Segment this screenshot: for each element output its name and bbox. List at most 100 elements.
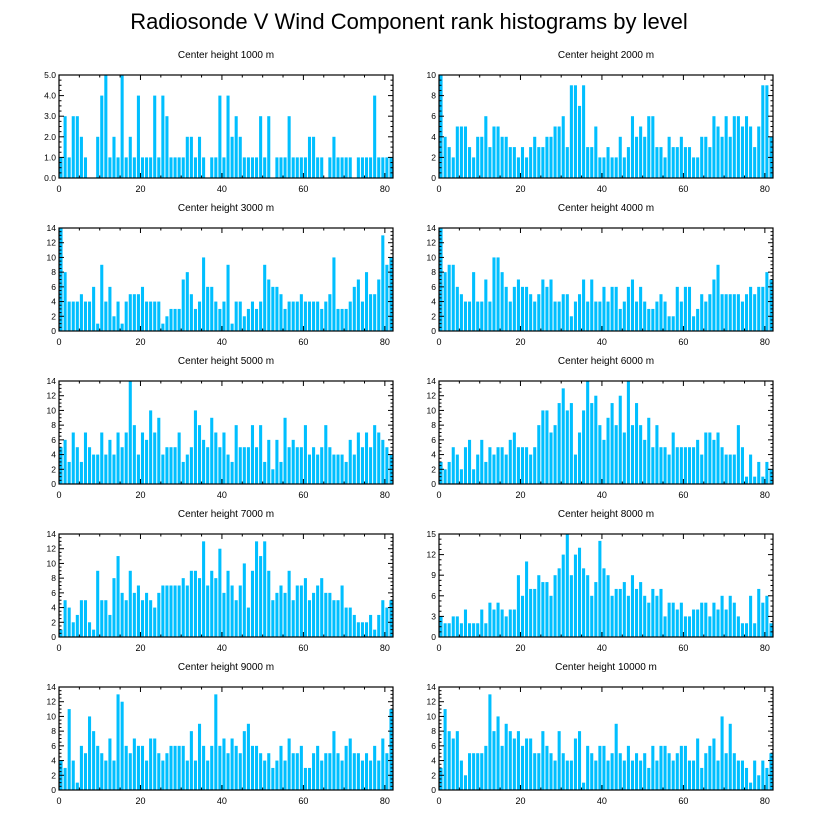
- histogram-bar: [193, 570, 197, 637]
- histogram-bar: [696, 738, 700, 790]
- histogram-bar: [459, 126, 463, 178]
- histogram-bar: [275, 286, 279, 331]
- histogram-bar: [708, 147, 712, 178]
- x-tick-label: 40: [597, 796, 607, 806]
- histogram-bar: [352, 614, 356, 637]
- histogram-bar: [488, 301, 492, 331]
- histogram-bar: [459, 294, 463, 331]
- x-tick-label: 60: [678, 796, 688, 806]
- histogram-bar: [675, 753, 679, 790]
- histogram-bar: [104, 454, 108, 484]
- histogram-bar: [749, 126, 753, 178]
- histogram-bar: [484, 623, 488, 637]
- histogram-bar: [303, 301, 307, 331]
- histogram-bar: [553, 425, 557, 484]
- histogram-bar: [193, 308, 197, 331]
- histogram-bar: [712, 738, 716, 790]
- histogram-bar: [67, 709, 71, 790]
- histogram-bar: [153, 95, 157, 178]
- histogram-bar: [71, 622, 75, 637]
- histogram-bar: [206, 760, 210, 790]
- y-tick-label: 4: [51, 756, 56, 766]
- histogram-bar: [246, 723, 250, 790]
- histogram-bar: [279, 585, 283, 637]
- histogram-bar: [537, 575, 541, 637]
- histogram-bar: [463, 775, 468, 790]
- histogram-bar: [626, 381, 630, 484]
- histogram-bar: [299, 157, 303, 178]
- histogram-bar: [659, 447, 663, 484]
- histogram-bar: [476, 623, 480, 637]
- histogram-bar: [651, 745, 655, 790]
- histogram-bar: [336, 308, 340, 331]
- histogram-bar: [724, 753, 728, 790]
- histogram-bar: [500, 745, 504, 790]
- histogram-bar: [586, 745, 590, 790]
- histogram-bar: [598, 745, 602, 790]
- histogram-bar: [263, 760, 267, 790]
- histogram-bar: [753, 294, 757, 331]
- x-tick-label: 80: [760, 643, 770, 653]
- histogram-bar: [602, 439, 606, 484]
- x-tick-label: 40: [597, 490, 607, 500]
- y-tick-label: 2: [431, 152, 436, 162]
- histogram-bar: [573, 454, 577, 484]
- histogram-bar: [173, 447, 177, 484]
- histogram-bar: [271, 469, 275, 484]
- histogram-bar: [67, 607, 71, 637]
- histogram-bar: [757, 775, 761, 790]
- histogram-bar: [83, 432, 88, 484]
- histogram-bar: [569, 575, 573, 637]
- histogram-bar: [488, 447, 492, 484]
- histogram-bar: [732, 116, 736, 178]
- histogram-bar: [508, 301, 512, 331]
- histogram-bar: [675, 286, 679, 331]
- histogram-bar: [569, 85, 573, 178]
- histogram-panel-10: Center height 10000 m 0 20 40 60 80 0 2 4 6 8 10 12 1…: [427, 662, 774, 806]
- histogram-bar: [124, 745, 128, 790]
- histogram-bar: [740, 623, 744, 637]
- histogram-bar: [468, 147, 472, 178]
- histogram-bar: [75, 116, 79, 178]
- histogram-bar: [71, 760, 75, 790]
- histogram-bar: [500, 272, 504, 331]
- histogram-bar: [132, 738, 136, 790]
- histogram-bar: [683, 147, 687, 178]
- histogram-bar: [610, 157, 614, 178]
- histogram-bar: [197, 425, 202, 484]
- histogram-bar: [352, 753, 356, 790]
- histogram-bar: [655, 425, 659, 484]
- histogram-bar: [295, 301, 299, 331]
- histogram-bar: [283, 760, 287, 790]
- histogram-bar: [614, 425, 618, 484]
- histogram-bar: [79, 294, 83, 331]
- histogram-bar: [100, 264, 104, 331]
- x-tick-label: 80: [760, 490, 770, 500]
- histogram-bar: [468, 439, 472, 484]
- y-tick-label: 10: [47, 558, 57, 568]
- histogram-bar: [488, 147, 492, 178]
- histogram-bar: [75, 301, 79, 331]
- histogram-bar: [720, 447, 724, 484]
- histogram-bar: [647, 308, 651, 331]
- histogram-bar: [63, 600, 67, 637]
- histogram-bar: [508, 731, 512, 790]
- histogram-bar: [108, 614, 112, 637]
- x-tick-label: 0: [436, 337, 441, 347]
- histogram-bar: [480, 301, 484, 331]
- histogram-bar: [275, 439, 279, 484]
- histogram-bar: [610, 595, 614, 637]
- histogram-bar: [259, 301, 263, 331]
- histogram-bar: [373, 425, 377, 484]
- x-tick-label: 0: [56, 184, 61, 194]
- histogram-bar: [356, 753, 360, 790]
- histogram-bar: [573, 738, 577, 790]
- histogram-bar: [659, 294, 663, 331]
- histogram-bar: [577, 731, 582, 790]
- y-tick-label: 0: [431, 173, 436, 183]
- y-tick-label: 6: [51, 282, 56, 292]
- histogram-bar: [533, 447, 537, 484]
- histogram-bar: [553, 575, 557, 637]
- histogram-bar: [145, 760, 149, 790]
- y-tick-label: 8: [51, 573, 56, 583]
